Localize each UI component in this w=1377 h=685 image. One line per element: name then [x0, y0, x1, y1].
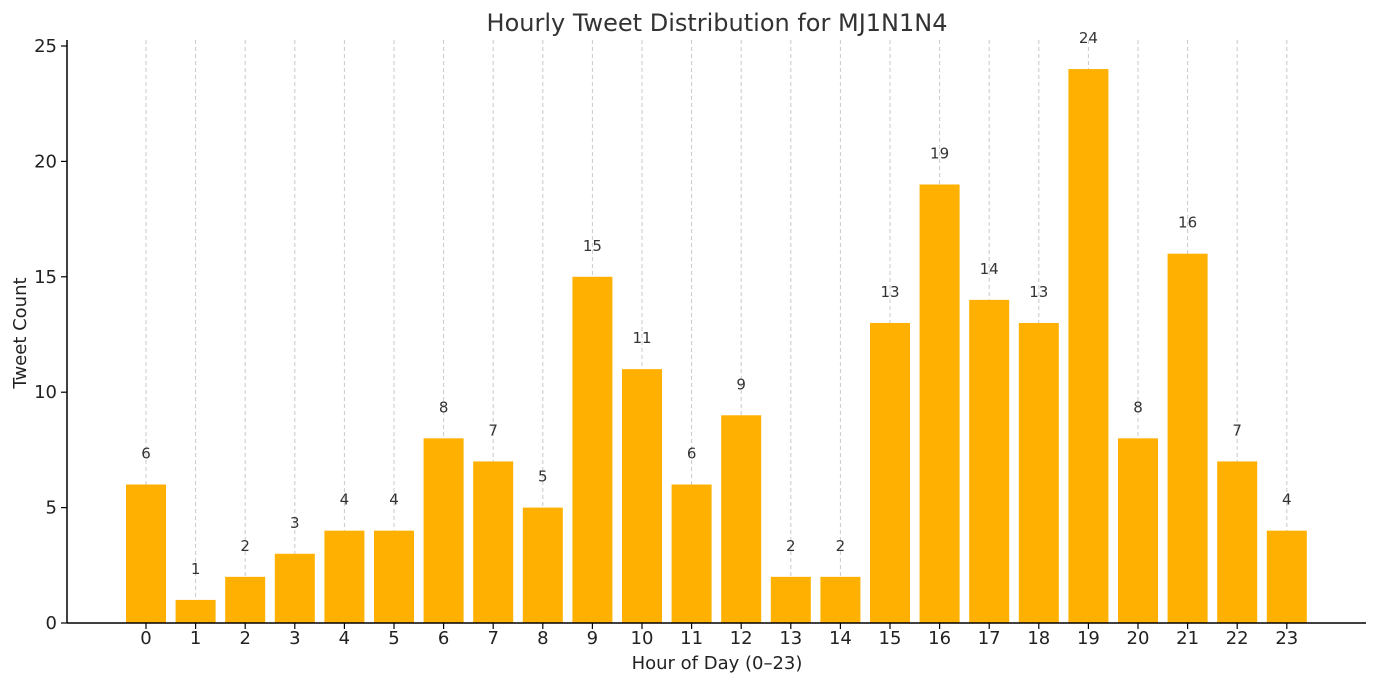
- data-label-hour-3: 3: [290, 514, 300, 532]
- data-label-hour-12: 9: [736, 375, 746, 393]
- bar-hour-16: [919, 184, 960, 624]
- data-label-hour-15: 13: [880, 283, 899, 301]
- x-tick-label-19: 19: [1077, 628, 1100, 649]
- data-label-hour-6: 8: [439, 398, 449, 416]
- bar-hour-7: [473, 461, 514, 623]
- x-tick-label-20: 20: [1127, 628, 1150, 649]
- x-tick-label-22: 22: [1226, 628, 1249, 649]
- bar-hour-4: [324, 530, 365, 623]
- bar-hour-0: [126, 484, 166, 623]
- bar-hour-17: [969, 299, 1010, 623]
- y-tick-label-20: 20: [34, 151, 57, 172]
- x-tick-label-10: 10: [631, 628, 654, 649]
- bar-layer: [126, 69, 1307, 624]
- data-label-hour-23: 4: [1282, 491, 1292, 509]
- bar-hour-13: [770, 576, 811, 623]
- x-tick-label-8: 8: [537, 628, 548, 649]
- bar-hour-8: [522, 507, 563, 623]
- x-tick-label-14: 14: [829, 628, 852, 649]
- x-tick-label-18: 18: [1027, 628, 1050, 649]
- data-label-layer: 6 1 2 3 4 4 8 7 5 15 11 6 9 2 2 13 19 14 13 24 8 16 7 4: [141, 29, 1291, 578]
- bar-hour-1: [175, 599, 216, 623]
- data-label-hour-22: 7: [1232, 421, 1242, 439]
- data-label-hour-5: 4: [389, 491, 399, 509]
- bar-hour-12: [721, 415, 762, 623]
- data-label-hour-13: 2: [786, 537, 796, 555]
- data-label-hour-11: 6: [687, 445, 697, 463]
- x-tick-label-9: 9: [587, 628, 598, 649]
- bar-hour-5: [374, 530, 414, 623]
- x-tick-label-21: 21: [1176, 628, 1199, 649]
- data-label-hour-2: 2: [240, 537, 250, 555]
- x-tick-label-2: 2: [239, 628, 250, 649]
- chart-title: Hourly Tweet Distribution for MJ1N1N4: [487, 9, 948, 37]
- data-label-hour-8: 5: [538, 468, 548, 486]
- data-label-hour-16: 19: [930, 144, 949, 162]
- bar-hour-22: [1217, 461, 1258, 623]
- x-tick-label-7: 7: [487, 628, 498, 649]
- x-tick-label-1: 1: [190, 628, 201, 649]
- x-tick-label-12: 12: [730, 628, 753, 649]
- x-tick-label-5: 5: [388, 628, 399, 649]
- data-label-hour-7: 7: [488, 421, 498, 439]
- data-label-hour-19: 24: [1079, 29, 1098, 47]
- y-axis-label: Tweet Count: [10, 277, 31, 389]
- y-tick-label-0: 0: [46, 613, 57, 634]
- data-label-hour-0: 6: [141, 445, 151, 463]
- bar-hour-23: [1266, 530, 1307, 623]
- bar-hour-3: [274, 553, 315, 623]
- data-label-hour-4: 4: [340, 491, 350, 509]
- x-tick-label-0: 0: [140, 628, 151, 649]
- bar-hour-20: [1118, 438, 1158, 623]
- x-tick-label-4: 4: [339, 628, 350, 649]
- bar-hour-15: [870, 322, 910, 623]
- bar-hour-21: [1167, 253, 1208, 623]
- data-label-hour-14: 2: [836, 537, 846, 555]
- y-tick-label-10: 10: [34, 382, 57, 403]
- y-tick-label-15: 15: [34, 267, 57, 288]
- data-label-hour-9: 15: [583, 237, 602, 255]
- y-tick-label-5: 5: [46, 498, 57, 519]
- x-tick-label-17: 17: [978, 628, 1001, 649]
- data-label-hour-1: 1: [191, 560, 201, 578]
- data-label-hour-20: 8: [1133, 398, 1143, 416]
- x-tick-label-3: 3: [289, 628, 300, 649]
- bar-hour-2: [225, 576, 266, 623]
- bar-hour-19: [1068, 69, 1109, 623]
- x-tick-label-11: 11: [680, 628, 703, 649]
- bar-hour-9: [572, 276, 613, 623]
- data-label-hour-10: 11: [632, 329, 651, 347]
- x-tick-label-16: 16: [928, 628, 951, 649]
- y-tick-label-25: 25: [34, 36, 57, 57]
- data-label-hour-21: 16: [1178, 214, 1197, 232]
- x-tick-label-13: 13: [779, 628, 802, 649]
- grid-layer: [145, 40, 1288, 623]
- bar-hour-10: [622, 369, 662, 623]
- x-tick-label-23: 23: [1275, 628, 1298, 649]
- bar-hour-14: [820, 576, 861, 623]
- data-label-hour-17: 14: [980, 260, 999, 278]
- data-label-hour-18: 13: [1029, 283, 1048, 301]
- x-tick-label-15: 15: [879, 628, 902, 649]
- bar-hour-6: [423, 438, 464, 623]
- x-tick-label-6: 6: [438, 628, 449, 649]
- bar-hour-11: [671, 484, 712, 623]
- x-axis-label: Hour of Day (0–23): [632, 653, 803, 674]
- bar-hour-18: [1018, 322, 1059, 623]
